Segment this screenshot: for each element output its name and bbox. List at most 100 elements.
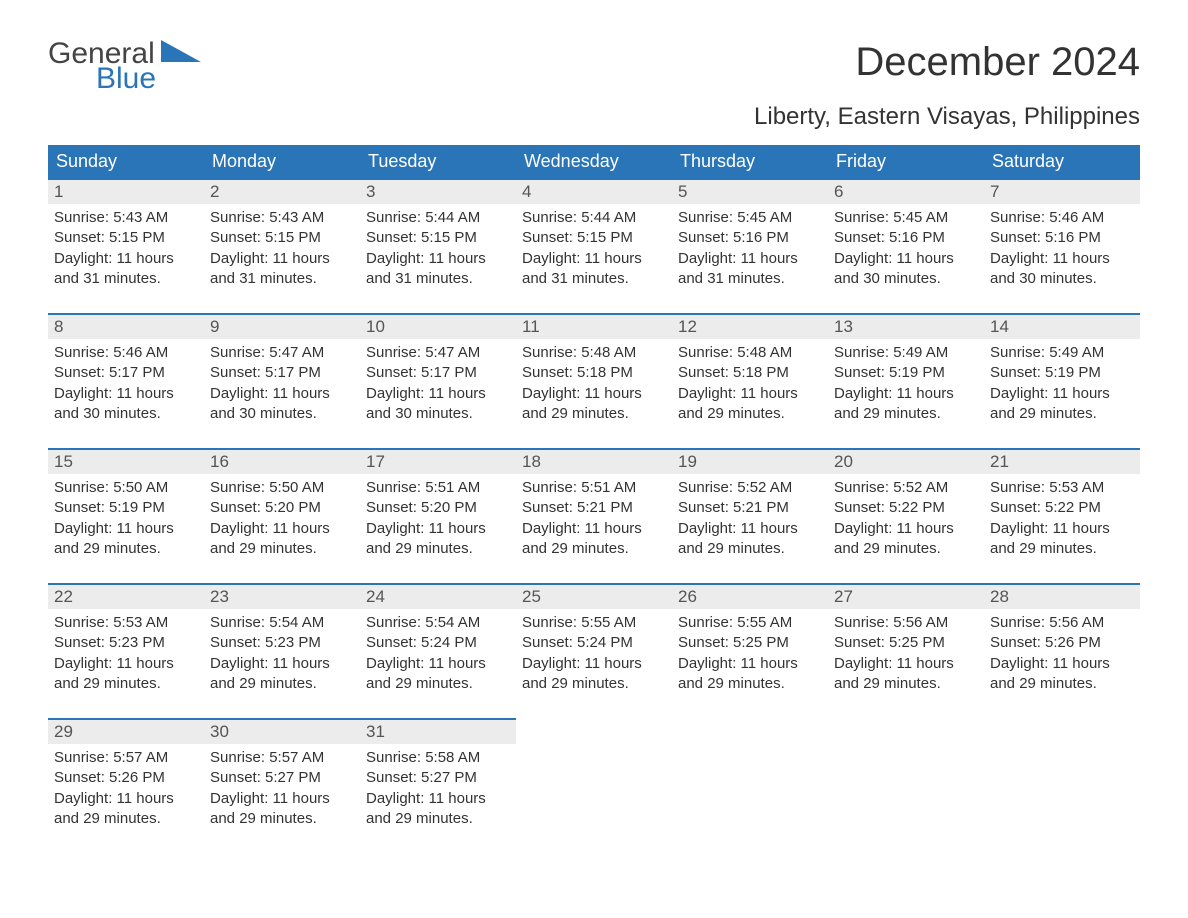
day-number: 31 [360, 719, 516, 744]
sunrise-line: Sunrise: 5:51 AM [366, 478, 510, 498]
daylight-line: Daylight: 11 hours and 29 minutes. [54, 654, 198, 695]
day-number-row: 1234567 [48, 179, 1140, 204]
day-cell: Sunrise: 5:51 AMSunset: 5:21 PMDaylight:… [516, 474, 672, 584]
sunrise-line: Sunrise: 5:48 AM [522, 343, 666, 363]
sunrise-line: Sunrise: 5:50 AM [210, 478, 354, 498]
logo-line2: Blue [96, 65, 201, 94]
day-data-row: Sunrise: 5:57 AMSunset: 5:26 PMDaylight:… [48, 744, 1140, 853]
day-cell: Sunrise: 5:43 AMSunset: 5:15 PMDaylight:… [48, 204, 204, 314]
sunset-line: Sunset: 5:23 PM [54, 633, 198, 653]
sunset-line: Sunset: 5:19 PM [54, 498, 198, 518]
day-number: 5 [672, 179, 828, 204]
day-cell: Sunrise: 5:45 AMSunset: 5:16 PMDaylight:… [672, 204, 828, 314]
empty-cell [672, 719, 828, 744]
day-number-row: 15161718192021 [48, 449, 1140, 474]
sunset-line: Sunset: 5:20 PM [210, 498, 354, 518]
day-number: 2 [204, 179, 360, 204]
sunset-line: Sunset: 5:26 PM [990, 633, 1134, 653]
sunset-line: Sunset: 5:18 PM [678, 363, 822, 383]
day-number: 4 [516, 179, 672, 204]
day-number: 29 [48, 719, 204, 744]
sunset-line: Sunset: 5:17 PM [366, 363, 510, 383]
day-cell: Sunrise: 5:45 AMSunset: 5:16 PMDaylight:… [828, 204, 984, 314]
day-number-row: 22232425262728 [48, 584, 1140, 609]
header: General Blue December 2024 [48, 40, 1140, 93]
sunset-line: Sunset: 5:22 PM [834, 498, 978, 518]
day-cell: Sunrise: 5:47 AMSunset: 5:17 PMDaylight:… [204, 339, 360, 449]
sunrise-line: Sunrise: 5:56 AM [834, 613, 978, 633]
daylight-line: Daylight: 11 hours and 30 minutes. [834, 249, 978, 290]
day-number: 8 [48, 314, 204, 339]
day-cell: Sunrise: 5:52 AMSunset: 5:22 PMDaylight:… [828, 474, 984, 584]
daylight-line: Daylight: 11 hours and 31 minutes. [522, 249, 666, 290]
sunrise-line: Sunrise: 5:53 AM [54, 613, 198, 633]
empty-cell [984, 744, 1140, 853]
day-cell: Sunrise: 5:49 AMSunset: 5:19 PMDaylight:… [984, 339, 1140, 449]
daylight-line: Daylight: 11 hours and 29 minutes. [366, 519, 510, 560]
day-number: 16 [204, 449, 360, 474]
empty-cell [672, 744, 828, 853]
day-number: 18 [516, 449, 672, 474]
logo: General Blue [48, 40, 201, 93]
weekday-header-row: SundayMondayTuesdayWednesdayThursdayFrid… [48, 145, 1140, 179]
sunrise-line: Sunrise: 5:46 AM [54, 343, 198, 363]
sunset-line: Sunset: 5:27 PM [366, 768, 510, 788]
empty-cell [828, 744, 984, 853]
daylight-line: Daylight: 11 hours and 29 minutes. [522, 519, 666, 560]
sunrise-line: Sunrise: 5:58 AM [366, 748, 510, 768]
daylight-line: Daylight: 11 hours and 29 minutes. [54, 789, 198, 830]
day-number: 11 [516, 314, 672, 339]
sunset-line: Sunset: 5:17 PM [210, 363, 354, 383]
day-cell: Sunrise: 5:51 AMSunset: 5:20 PMDaylight:… [360, 474, 516, 584]
sunrise-line: Sunrise: 5:47 AM [210, 343, 354, 363]
day-number: 19 [672, 449, 828, 474]
daylight-line: Daylight: 11 hours and 31 minutes. [678, 249, 822, 290]
daylight-line: Daylight: 11 hours and 31 minutes. [366, 249, 510, 290]
day-number: 28 [984, 584, 1140, 609]
day-data-row: Sunrise: 5:43 AMSunset: 5:15 PMDaylight:… [48, 204, 1140, 314]
sunrise-line: Sunrise: 5:53 AM [990, 478, 1134, 498]
day-number: 6 [828, 179, 984, 204]
sunrise-line: Sunrise: 5:54 AM [366, 613, 510, 633]
day-number: 17 [360, 449, 516, 474]
sunrise-line: Sunrise: 5:48 AM [678, 343, 822, 363]
daylight-line: Daylight: 11 hours and 29 minutes. [990, 384, 1134, 425]
day-cell: Sunrise: 5:49 AMSunset: 5:19 PMDaylight:… [828, 339, 984, 449]
daylight-line: Daylight: 11 hours and 30 minutes. [366, 384, 510, 425]
day-cell: Sunrise: 5:47 AMSunset: 5:17 PMDaylight:… [360, 339, 516, 449]
day-number: 10 [360, 314, 516, 339]
day-cell: Sunrise: 5:53 AMSunset: 5:23 PMDaylight:… [48, 609, 204, 719]
sunset-line: Sunset: 5:15 PM [210, 228, 354, 248]
empty-cell [984, 719, 1140, 744]
day-cell: Sunrise: 5:58 AMSunset: 5:27 PMDaylight:… [360, 744, 516, 853]
daylight-line: Daylight: 11 hours and 29 minutes. [834, 384, 978, 425]
calendar-table: SundayMondayTuesdayWednesdayThursdayFrid… [48, 145, 1140, 853]
day-number: 20 [828, 449, 984, 474]
daylight-line: Daylight: 11 hours and 29 minutes. [210, 519, 354, 560]
daylight-line: Daylight: 11 hours and 30 minutes. [990, 249, 1134, 290]
daylight-line: Daylight: 11 hours and 29 minutes. [990, 519, 1134, 560]
day-number: 30 [204, 719, 360, 744]
sunrise-line: Sunrise: 5:47 AM [366, 343, 510, 363]
day-cell: Sunrise: 5:55 AMSunset: 5:24 PMDaylight:… [516, 609, 672, 719]
daylight-line: Daylight: 11 hours and 29 minutes. [210, 789, 354, 830]
sunrise-line: Sunrise: 5:43 AM [54, 208, 198, 228]
day-number: 3 [360, 179, 516, 204]
sunrise-line: Sunrise: 5:52 AM [678, 478, 822, 498]
sunrise-line: Sunrise: 5:55 AM [678, 613, 822, 633]
day-cell: Sunrise: 5:44 AMSunset: 5:15 PMDaylight:… [516, 204, 672, 314]
weekday-header: Tuesday [360, 145, 516, 179]
day-cell: Sunrise: 5:52 AMSunset: 5:21 PMDaylight:… [672, 474, 828, 584]
sunset-line: Sunset: 5:15 PM [54, 228, 198, 248]
day-number: 9 [204, 314, 360, 339]
sunset-line: Sunset: 5:17 PM [54, 363, 198, 383]
day-number: 12 [672, 314, 828, 339]
daylight-line: Daylight: 11 hours and 29 minutes. [54, 519, 198, 560]
daylight-line: Daylight: 11 hours and 29 minutes. [210, 654, 354, 695]
day-cell: Sunrise: 5:56 AMSunset: 5:25 PMDaylight:… [828, 609, 984, 719]
daylight-line: Daylight: 11 hours and 29 minutes. [834, 654, 978, 695]
day-cell: Sunrise: 5:46 AMSunset: 5:17 PMDaylight:… [48, 339, 204, 449]
day-cell: Sunrise: 5:50 AMSunset: 5:20 PMDaylight:… [204, 474, 360, 584]
logo-text: General Blue [48, 40, 201, 93]
day-number: 14 [984, 314, 1140, 339]
